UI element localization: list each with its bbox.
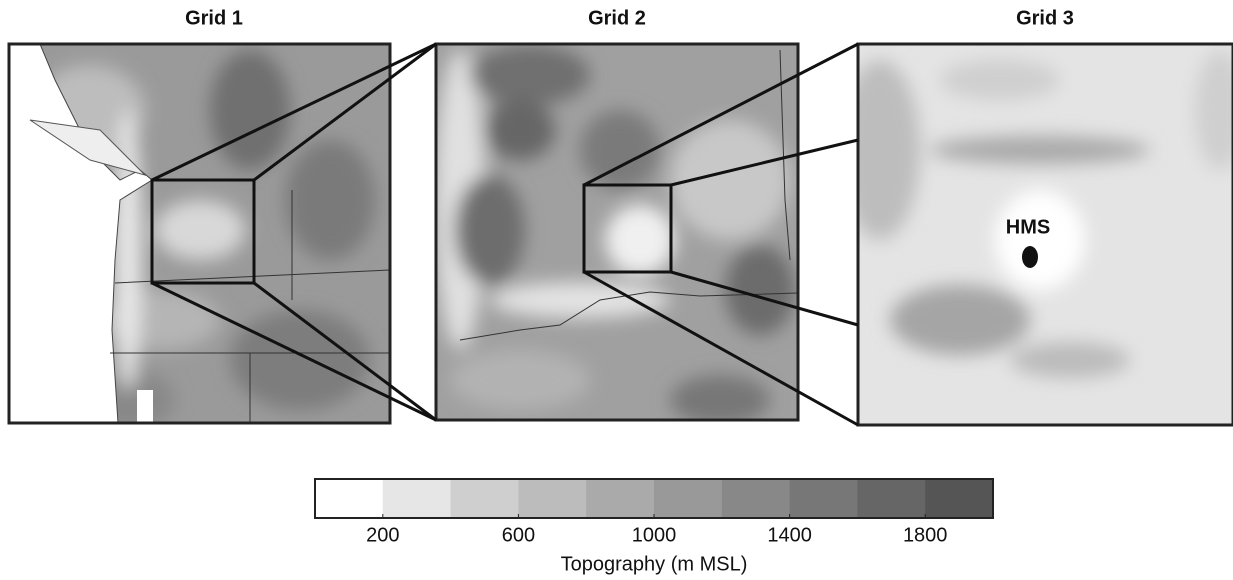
- marker: [1022, 246, 1038, 268]
- panel-title: Grid 1: [185, 7, 243, 29]
- colorbar-bin: [586, 479, 655, 518]
- colorbar-tick-label: 600: [502, 524, 535, 546]
- colorbar-bin: [450, 479, 519, 518]
- colorbar-bin: [721, 479, 791, 518]
- panel-frame: [7, 42, 392, 425]
- nest-box: [582, 183, 673, 274]
- map-grid-1: [9, 44, 390, 423]
- colorbar-label: Topography (m MSL): [561, 553, 748, 575]
- colorbar-bin: [382, 479, 452, 518]
- colorbar-bin: [925, 479, 994, 518]
- colorbar-tick-label: 200: [366, 524, 399, 546]
- colorbar-tick-label: 1400: [767, 524, 812, 546]
- colorbar-bin: [315, 479, 384, 518]
- colorbar-tick-label: 1800: [903, 524, 948, 546]
- panel-frame: [856, 42, 1233, 427]
- colorbar-bin: [654, 479, 723, 518]
- colorbar: 200 600 1000 1400 1800: [314, 478, 994, 546]
- map-grid-3: [858, 44, 1233, 425]
- nest-box: [150, 178, 256, 285]
- panel-title: Grid 2: [588, 7, 646, 29]
- colorbar-bin: [857, 479, 926, 518]
- map-grid-2: [436, 44, 798, 420]
- zoom-lines: [151, 42, 859, 427]
- panel-title: Grid 3: [1016, 7, 1074, 29]
- marker-label: HMS: [1006, 216, 1050, 238]
- colorbar-tick-label: 1000: [632, 524, 677, 546]
- colorbar-bin: [789, 479, 858, 518]
- panel-frame: [434, 42, 800, 422]
- colorbar-bin: [518, 479, 587, 518]
